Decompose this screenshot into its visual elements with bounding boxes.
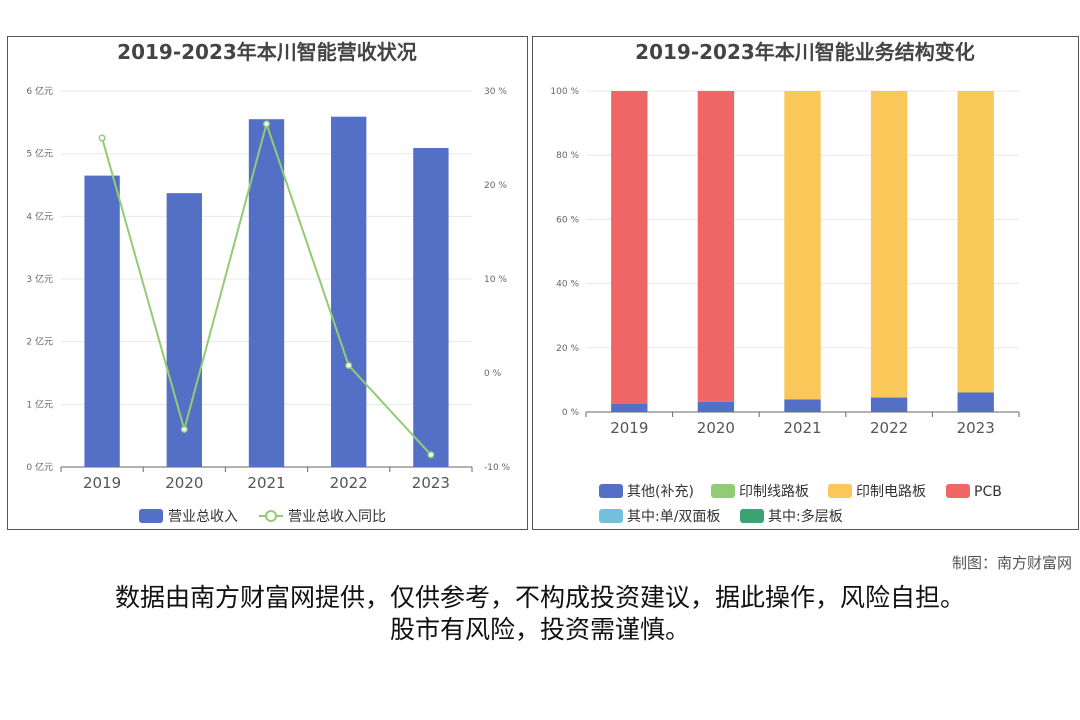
y-left-tick-label: 4 亿元 [26, 210, 53, 222]
disclaimer-line-1: 数据由南方财富网提供，仅供参考，不构成投资建议，据此操作，风险自担。 [114, 583, 965, 612]
y-left-tick-label: 0 亿元 [26, 461, 53, 473]
y-left-tick-label: 2 亿元 [26, 336, 53, 348]
revenue-chart-panel: 2019-2023年本川智能营收状况 0 亿元 1 亿元 2 亿元 3 亿元 4 亿元 5 … [7, 36, 528, 530]
disclaimer-line-2: 股市有风险，投资需谨慎。 [389, 615, 690, 644]
y-tick-label: 60 % [556, 215, 579, 225]
y-right-tick-label: 30 % [484, 87, 507, 97]
y-left-tick-label: 6 亿元 [26, 85, 53, 97]
y-left-tick-label: 3 亿元 [26, 273, 53, 285]
yoy-point [427, 451, 435, 459]
y-tick-label: 40 % [556, 280, 579, 290]
x-tick-label: 2020 [165, 474, 203, 492]
stacked-bar-segment [611, 91, 648, 404]
legend-swatch [740, 509, 764, 523]
revenue-bar [166, 193, 202, 467]
y-right-tick-label: 0 % [484, 369, 502, 379]
legend-label: PCB [974, 484, 1002, 500]
yoy-point [345, 361, 353, 370]
y-tick-label: 100 % [550, 87, 579, 97]
legend-label: 其中:单/双面板 [627, 509, 720, 525]
stacked-bar-segment [784, 399, 821, 412]
x-tick-label: 2019 [83, 474, 121, 492]
legend-label: 其中:多层板 [768, 508, 843, 525]
y-tick-label: 20 % [556, 344, 579, 354]
x-tick-label: 2019 [610, 419, 648, 437]
stacked-bar-segment [611, 403, 648, 412]
structure-chart: 2019-2023年本川智能业务结构变化 0 % 20 % 40 % 60 % 80 % 1… [550, 40, 1020, 525]
stacked-bar-segment [697, 401, 735, 412]
legend-label: 印制电路板 [856, 484, 926, 500]
legend-label: 其他(补充) [627, 484, 694, 500]
y-tick-label: 0 % [562, 408, 580, 418]
revenue-bar [331, 116, 367, 468]
y-right-tick-label: 20 % [484, 181, 507, 191]
legend-swatch-revenue [139, 509, 163, 523]
x-tick-label: 2023 [957, 419, 995, 437]
x-tick-label: 2020 [697, 419, 735, 437]
legend-swatch [599, 509, 623, 523]
yoy-point [262, 120, 271, 128]
stacked-bar-segment [957, 91, 994, 393]
legend-label-yoy: 营业总收入同比 [288, 509, 386, 525]
stacked-bar-segment [957, 392, 994, 412]
revenue-bar [84, 175, 120, 467]
x-tick-label: 2022 [870, 419, 908, 437]
structure-chart-panel: 2019-2023年本川智能业务结构变化 0 % 20 % 40 % 60 % 80 % 1… [532, 36, 1079, 530]
legend-swatch [828, 484, 852, 498]
stacked-bar-segment [870, 397, 908, 412]
chart-credit: 制图：南方财富网 [951, 554, 1072, 572]
yoy-point [98, 134, 106, 142]
revenue-bar [413, 148, 449, 467]
chart-title: 2019-2023年本川智能营收状况 [117, 40, 417, 64]
legend-swatch [946, 484, 970, 498]
stacked-bar-segment [870, 91, 908, 398]
y-left-tick-label: 5 亿元 [26, 148, 53, 160]
chart-title: 2019-2023年本川智能业务结构变化 [635, 40, 975, 64]
stacked-bar-segment [697, 91, 735, 402]
y-left-tick-label: 1 亿元 [26, 398, 53, 410]
revenue-bar [248, 119, 285, 467]
legend-marker-yoy [265, 510, 277, 522]
x-tick-label: 2021 [783, 419, 821, 437]
x-tick-label: 2022 [330, 474, 368, 492]
legend-swatch [599, 484, 623, 498]
x-tick-label: 2023 [412, 474, 450, 492]
revenue-chart: 2019-2023年本川智能营收状况 0 亿元 1 亿元 2 亿元 3 亿元 4 亿元 5 … [26, 40, 511, 525]
y-right-tick-label: 10 % [484, 275, 507, 285]
legend-swatch [711, 484, 735, 498]
y-right-tick-label: -10 % [484, 463, 511, 473]
legend-label-revenue: 营业总收入 [168, 509, 238, 525]
y-tick-label: 80 % [556, 151, 579, 161]
stacked-bar-segment [784, 91, 821, 400]
x-tick-label: 2021 [247, 474, 285, 492]
legend-label: 印制线路板 [739, 484, 809, 500]
yoy-point [180, 425, 188, 433]
